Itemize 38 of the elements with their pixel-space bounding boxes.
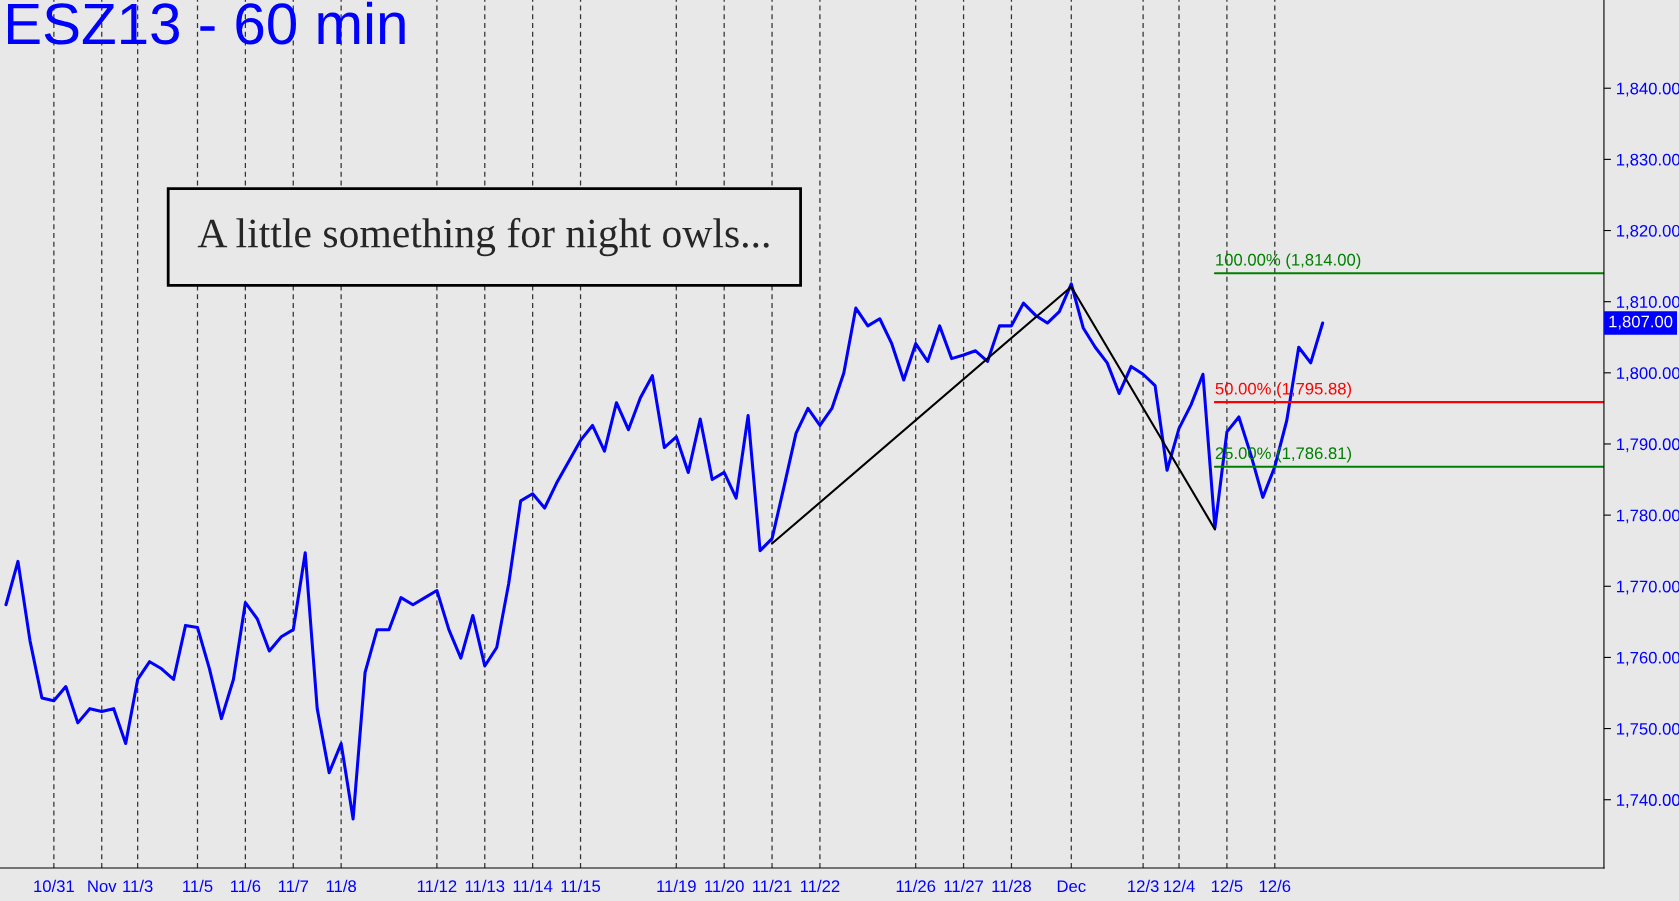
x-tick-label: 11/5 <box>183 879 213 893</box>
x-tick-label: 12/4 <box>1164 879 1195 893</box>
y-tick-label: 1,760.00 <box>1617 651 1679 666</box>
x-tick-label: 11/21 <box>753 879 792 893</box>
x-tick-label: 12/5 <box>1211 879 1243 893</box>
y-tick-label: 1,750.00 <box>1617 722 1679 737</box>
x-tick-label: 11/26 <box>896 879 936 893</box>
x-tick-label: 11/19 <box>657 879 696 893</box>
x-tick-label: 11/15 <box>561 879 601 893</box>
x-tick-label: 11/20 <box>705 879 744 893</box>
x-tick-label: 11/27 <box>944 879 983 893</box>
x-tick-label: Dec <box>1057 880 1086 893</box>
x-tick-label: 10/31 <box>34 879 74 893</box>
y-tick-label: 1,740.00 <box>1617 794 1679 808</box>
text: 1,807.00 <box>1609 315 1673 330</box>
x-tick-label: 12/6 <box>1259 879 1291 893</box>
x-tick-label: 11/22 <box>800 879 840 893</box>
y-tick-label: 1,770.00 <box>1617 580 1679 595</box>
x-tick-label: 11/14 <box>513 879 553 893</box>
x-tick-label: Nov <box>88 880 117 893</box>
y-tick-label: 1,780.00 <box>1617 509 1679 524</box>
x-tick-label: 12/3 <box>1128 879 1159 893</box>
y-tick-label: 1,840.00 <box>1617 82 1679 97</box>
x-tick-label: 11/6 <box>231 879 261 893</box>
y-tick-label: 1,810.00 <box>1617 296 1679 310</box>
y-tick-label: 1,830.00 <box>1617 153 1679 168</box>
chart-title: ESZ13 - 60 min <box>7 1 405 45</box>
ref-line-label: 100.00% (1,814.00) <box>1216 253 1361 269</box>
x-tick-label: 11/8 <box>326 879 357 893</box>
annotation: A little something for night owls... <box>197 217 769 257</box>
y-tick-label: 1,820.00 <box>1617 224 1679 239</box>
y-tick-label: 1,790.00 <box>1617 438 1679 453</box>
x-tick-label: 11/13 <box>465 879 505 893</box>
x-tick-label: 11/7 <box>278 879 309 893</box>
x-tick-label: 11/12 <box>417 879 457 893</box>
x-tick-label: 11/3 <box>123 879 153 893</box>
y-tick-label: 1,800.00 <box>1617 367 1679 381</box>
x-tick-label: 11/28 <box>992 879 1031 893</box>
